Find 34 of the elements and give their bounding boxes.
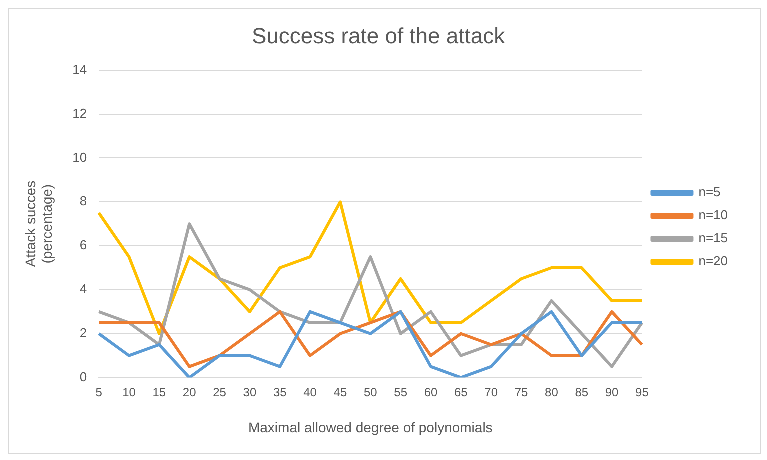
legend-label: n=5 [698,184,721,200]
x-tick-label: 15 [152,385,166,400]
x-tick-label: 50 [364,385,378,400]
x-tick-label: 80 [545,385,559,400]
x-tick-label: 5 [96,385,103,400]
y-tick-label: 10 [72,150,88,165]
chart-title: Success rate of the attack [252,23,506,48]
x-tick-label: 85 [575,385,589,400]
y-tick-label: 6 [80,238,88,253]
x-tick-label: 10 [122,385,136,400]
x-tick-label: 35 [273,385,288,400]
x-tick-label: 95 [636,385,650,400]
legend-label: n=15 [698,230,728,246]
x-tick-label: 30 [243,385,257,400]
x-tick-label: 55 [394,385,408,400]
x-tick-label: 90 [605,385,620,400]
legend-label: n=10 [698,208,728,223]
x-tick-label: 40 [304,385,318,400]
x-tick-label: 45 [334,385,348,400]
x-axis-title: Maximal allowed degree of polynomials [248,419,493,436]
y-tick-label: 2 [80,325,88,340]
x-tick-label: 25 [213,385,227,400]
x-tick-label: 20 [182,385,197,400]
y-tick-label: 14 [72,62,88,77]
y-tick-label: 0 [80,369,88,384]
x-tick-label: 65 [454,385,468,400]
x-tick-label: 70 [484,385,498,400]
x-tick-label: 75 [514,385,529,400]
y-tick-label: 12 [72,106,88,121]
legend-label: n=20 [698,254,728,269]
x-tick-label: 60 [424,385,438,400]
y-axis-title: Attack succes (percentage) [22,180,56,268]
y-tick-label: 8 [80,194,88,209]
y-tick-label: 4 [80,282,88,297]
